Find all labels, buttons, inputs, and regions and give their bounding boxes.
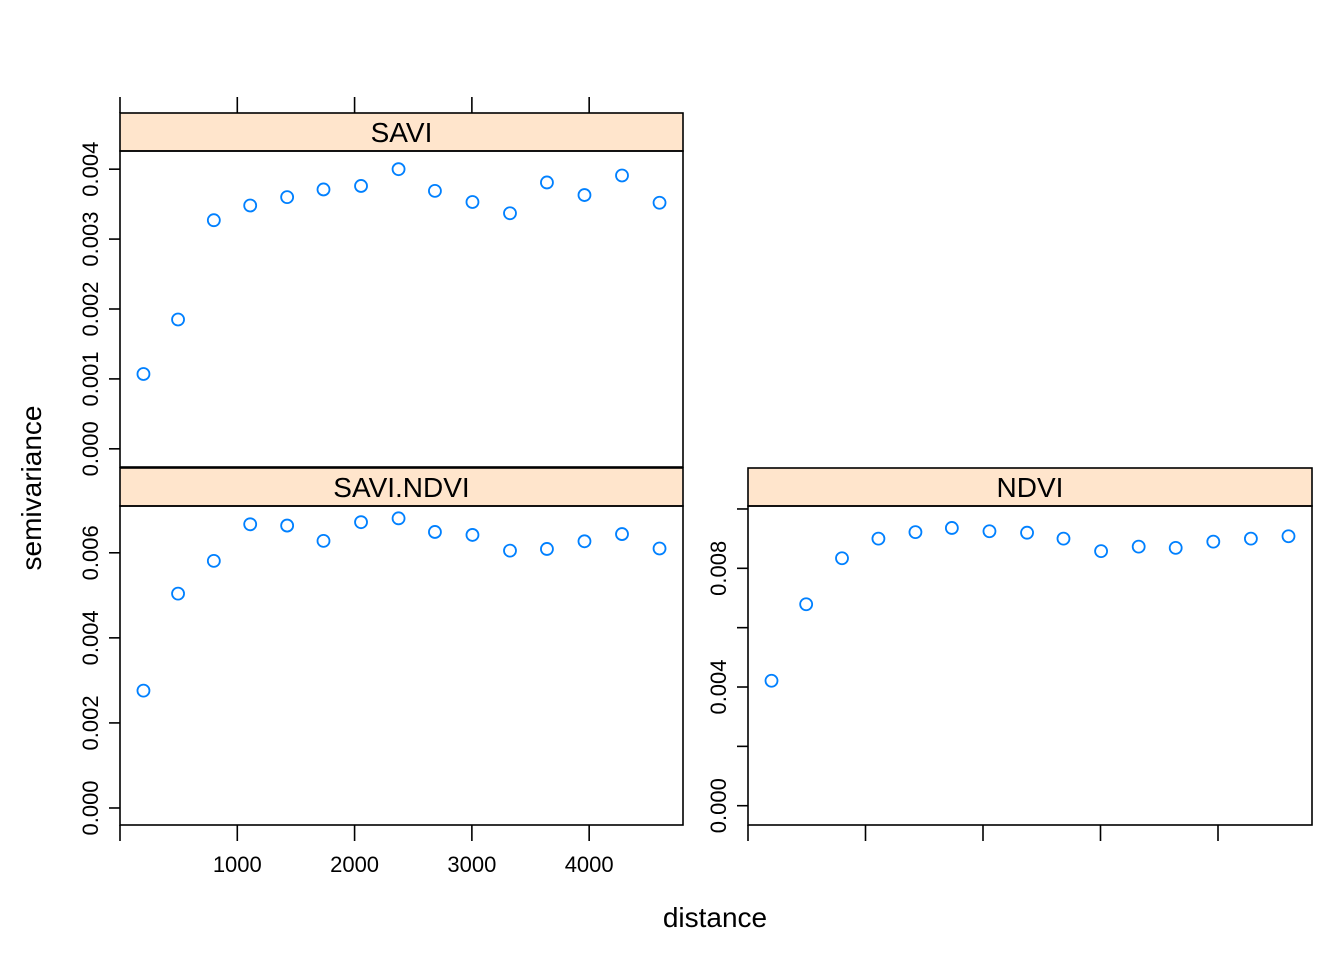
data-point-savi-ndvi xyxy=(391,511,406,526)
data-point-ndvi xyxy=(944,521,959,535)
data-point-savi-ndvi xyxy=(503,543,517,558)
data-point-savi xyxy=(280,190,295,205)
data-point-savi-ndvi xyxy=(316,533,331,548)
data-point-savi xyxy=(136,367,151,381)
panel-savi-ndvi: SAVI.NDVI 0.000 0.002 0.004 0.006 1000 2000 300… xyxy=(78,467,684,877)
data-point-savi xyxy=(171,312,185,327)
data-point-savi-ndvi xyxy=(243,517,258,532)
data-point-ndvi xyxy=(1244,531,1258,546)
y-tick-label-savi-ndvi: 0.006 xyxy=(78,525,103,580)
data-point-savi xyxy=(243,198,258,213)
plot-frame-savi-ndvi xyxy=(119,505,684,826)
y-tick-label-savi: 0.003 xyxy=(78,212,103,267)
data-point-ndvi xyxy=(982,524,997,539)
data-point-savi xyxy=(615,168,629,183)
data-point-savi-ndvi xyxy=(652,541,667,556)
data-point-ndvi xyxy=(799,597,814,612)
data-point-savi xyxy=(354,179,368,193)
data-point-ndvi xyxy=(1094,544,1108,559)
strip-label-savi: SAVI xyxy=(371,117,433,148)
y-tick-label-ndvi: 0.008 xyxy=(706,541,731,596)
data-point-ndvi xyxy=(1281,529,1296,544)
y-tick-label-savi-ndvi: 0.004 xyxy=(78,610,103,665)
data-point-savi xyxy=(652,195,667,210)
data-point-savi-ndvi xyxy=(577,534,592,549)
panel-savi: SAVI 0.000 0.001 0.002 0.003 0.004 xyxy=(78,97,684,476)
strip-ndvi xyxy=(747,467,1313,507)
data-point-savi-ndvi xyxy=(171,586,185,601)
data-point-ndvi xyxy=(1206,534,1221,549)
data-point-ndvi xyxy=(908,525,923,540)
data-point-savi-ndvi xyxy=(615,527,629,541)
data-point-ndvi xyxy=(764,673,779,688)
y-tick-label-savi-ndvi: 0.002 xyxy=(78,695,103,750)
data-point-savi xyxy=(428,183,442,198)
data-point-savi xyxy=(540,175,554,190)
strip-label-ndvi: NDVI xyxy=(997,472,1064,503)
data-point-savi-ndvi xyxy=(354,515,368,530)
x-tick-label-savi-ndvi: 1000 xyxy=(213,852,262,877)
y-tick-label-savi: 0.004 xyxy=(78,142,103,197)
data-point-savi xyxy=(465,195,480,209)
data-point-savi xyxy=(391,162,406,177)
data-point-savi-ndvi xyxy=(206,553,221,568)
data-point-ndvi xyxy=(1020,525,1034,540)
y-tick-label-ndvi: 0.000 xyxy=(706,778,731,833)
data-point-ndvi xyxy=(1168,540,1183,555)
data-point-savi-ndvi xyxy=(280,518,295,533)
data-point-savi-ndvi xyxy=(428,525,442,539)
data-point-ndvi xyxy=(1056,531,1071,546)
x-tick-label-savi-ndvi: 4000 xyxy=(565,852,614,877)
plot-frame-ndvi xyxy=(747,505,1313,826)
data-point-savi xyxy=(316,182,331,197)
strip-savi-ndvi xyxy=(119,467,684,507)
x-tick-label-savi-ndvi: 2000 xyxy=(330,852,379,877)
y-tick-label-savi: 0.000 xyxy=(78,421,103,476)
x-tick-label-savi-ndvi: 3000 xyxy=(447,852,496,877)
data-point-ndvi xyxy=(835,551,849,566)
x-axis-title: distance xyxy=(663,902,767,933)
panels-group: SAVI 0.000 0.001 0.002 0.003 0.004 SAVI.NDVI 0.… xyxy=(78,97,1313,877)
strip-label-savi-ndvi: SAVI.NDVI xyxy=(333,472,469,503)
panel-ndvi: NDVI 0.000 0.004 0.008 xyxy=(706,467,1313,841)
data-point-savi xyxy=(503,206,517,221)
data-point-savi-ndvi xyxy=(465,528,480,542)
data-point-ndvi xyxy=(1131,539,1146,554)
data-point-savi xyxy=(577,188,592,202)
y-axis-title: semivariance xyxy=(16,406,47,571)
y-tick-label-savi: 0.001 xyxy=(78,351,103,406)
data-point-savi xyxy=(206,213,221,228)
plot-frame-savi xyxy=(119,150,684,468)
y-tick-label-ndvi: 0.004 xyxy=(706,659,731,714)
y-tick-label-savi-ndvi: 0.000 xyxy=(78,780,103,835)
strip-savi xyxy=(119,112,684,152)
data-point-savi-ndvi xyxy=(540,542,554,556)
data-point-ndvi xyxy=(871,531,886,546)
y-tick-label-savi: 0.002 xyxy=(78,281,103,336)
data-point-savi-ndvi xyxy=(136,683,151,698)
